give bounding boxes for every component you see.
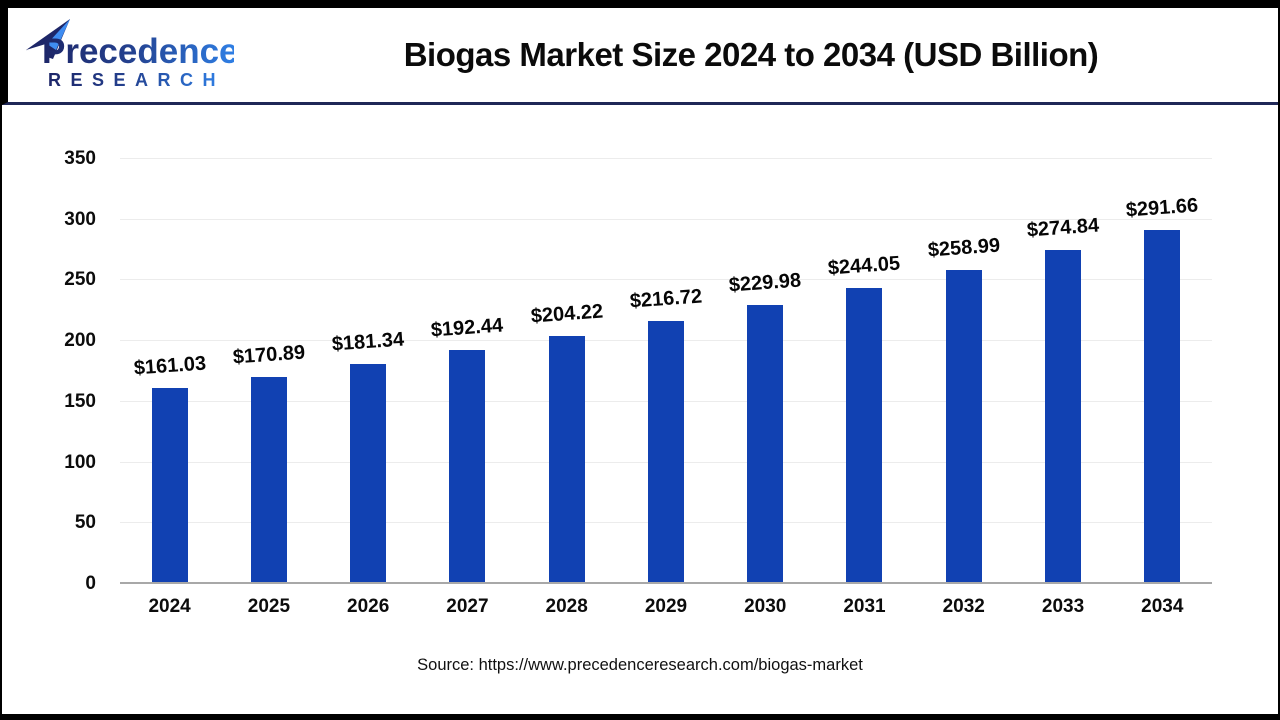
paper-plane-logo-icon (26, 18, 70, 59)
x-axis-label: 2025 (247, 596, 291, 617)
bar-chart: 0 50 100 150 200 250 300 350 $161.03 $170.89 $181… (2, 105, 1278, 675)
bar-2024 (151, 388, 188, 584)
x-axis-label: 2028 (545, 596, 588, 617)
x-axis-label: 2024 (148, 596, 191, 617)
y-axis-label: 50 (74, 512, 96, 534)
source-text: Source: https://www.precedenceresearch.c… (417, 656, 863, 674)
x-axis-label: 2026 (347, 596, 390, 617)
gridline (120, 158, 1212, 159)
header: Precedence RESEARCH Biogas Market Size 2… (2, 8, 1278, 105)
bar-2029 (647, 320, 684, 584)
bar-slot: $291.66 (1113, 159, 1212, 584)
x-axis-label: 2032 (942, 596, 985, 617)
page-title: Biogas Market Size 2024 to 2034 (USD Bil… (403, 36, 1099, 73)
bar-value-label: $181.34 (331, 328, 405, 356)
bar-2032 (945, 269, 982, 584)
bar-value-label: $161.03 (132, 352, 207, 380)
bar-value-label: $229.98 (728, 269, 803, 297)
bar-slot: $274.84 (1013, 159, 1112, 584)
x-axis-line (120, 582, 1212, 584)
bar-value-label: $291.66 (1125, 194, 1200, 222)
bar-slot: $229.98 (716, 159, 815, 584)
gridline (120, 279, 1212, 281)
x-axis-label: 2029 (644, 596, 688, 617)
bar-2030 (747, 304, 784, 584)
precedence-research-logo: Precedence RESEARCH (8, 16, 248, 95)
bar-slot: $204.22 (517, 159, 616, 584)
y-axis-label: 250 (64, 269, 96, 291)
bar-2025 (250, 376, 287, 584)
y-axis-label: 150 (64, 390, 96, 412)
bar-2033 (1045, 250, 1082, 584)
bar-2034 (1144, 229, 1181, 584)
bars-layer: $161.03 $170.89 $181.34 $192.44 $204.22 $216.… (120, 159, 1212, 584)
y-axis-label: 0 (85, 573, 96, 594)
bar-slot: $216.72 (616, 159, 715, 584)
gridline (120, 218, 1212, 220)
bar-value-label: $192.44 (430, 314, 505, 342)
x-axis-label: 2030 (744, 596, 787, 617)
bar-value-label: $216.72 (629, 285, 703, 313)
x-axis-label: 2033 (1041, 596, 1085, 617)
x-axis-label: 2027 (446, 596, 489, 617)
logo-svg: Precedence RESEARCH (26, 18, 239, 90)
y-axis-label: 200 (64, 330, 96, 352)
bar-value-label: $244.05 (827, 252, 902, 280)
bar-2026 (350, 363, 387, 584)
x-axis-label: 2031 (843, 596, 886, 617)
bar-value-label: $274.84 (1026, 214, 1100, 242)
y-axis-label: 100 (64, 451, 96, 473)
logo-text-research: RESEARCH (48, 70, 225, 90)
plot-area: 0 50 100 150 200 250 300 350 $161.03 $170.89 $181… (64, 148, 1212, 594)
bar-slot: $258.99 (914, 159, 1013, 584)
bar-value-label: $258.99 (926, 234, 1001, 262)
bar-slot: $244.05 (815, 159, 914, 584)
bar-slot: $192.44 (418, 159, 517, 584)
y-axis-label: 300 (64, 208, 96, 230)
y-axis-label: 350 (64, 148, 96, 169)
bar-2031 (846, 287, 883, 584)
x-axis: 2024 2025 2026 2027 2028 2029 2030 2031 2032 2033… (120, 596, 1212, 618)
x-axis-label: 2034 (1141, 596, 1184, 617)
bar-slot: $170.89 (219, 159, 318, 584)
logo-text-precedence: Precedence (42, 32, 234, 71)
bar-2027 (449, 350, 486, 584)
bar-slot: $161.03 (120, 159, 219, 584)
bar-slot: $181.34 (319, 159, 418, 584)
bar-value-label: $170.89 (232, 341, 306, 368)
bar-2028 (548, 336, 585, 584)
bar-value-label: $204.22 (529, 300, 604, 328)
